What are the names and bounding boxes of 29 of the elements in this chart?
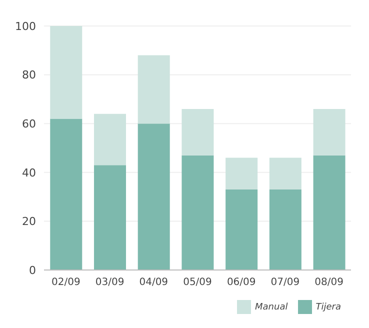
bar bbox=[182, 108, 214, 156]
bar bbox=[226, 158, 258, 190]
x-tick-label: 03/09 bbox=[95, 277, 124, 288]
bar bbox=[313, 108, 346, 156]
y-tick-label: 40 bbox=[22, 166, 36, 180]
bar bbox=[226, 189, 258, 270]
bar bbox=[94, 165, 126, 270]
legend-label: Manual bbox=[255, 302, 288, 312]
bar bbox=[138, 55, 170, 124]
x-tick-label: 08/09 bbox=[314, 277, 344, 288]
bar bbox=[50, 118, 82, 270]
x-tick-label: 07/09 bbox=[270, 277, 300, 288]
x-tick-label: 04/09 bbox=[139, 277, 168, 288]
x-tick-label: 05/09 bbox=[183, 277, 212, 288]
x-tick-label: 02/09 bbox=[52, 277, 80, 288]
bar bbox=[94, 114, 126, 166]
y-tick-label: 0 bbox=[29, 264, 36, 277]
bar bbox=[138, 124, 170, 270]
bar bbox=[50, 26, 82, 119]
bar bbox=[182, 155, 214, 270]
bar bbox=[269, 189, 302, 270]
y-tick-label: 20 bbox=[22, 215, 36, 228]
legend-label: Tijera bbox=[316, 302, 341, 312]
bar bbox=[313, 155, 346, 270]
y-tick-label: 60 bbox=[22, 118, 36, 131]
bar bbox=[269, 158, 302, 190]
y-tick-label: 80 bbox=[22, 68, 36, 82]
x-tick-label: 06/09 bbox=[226, 277, 256, 288]
y-tick-label: 100 bbox=[15, 20, 36, 33]
